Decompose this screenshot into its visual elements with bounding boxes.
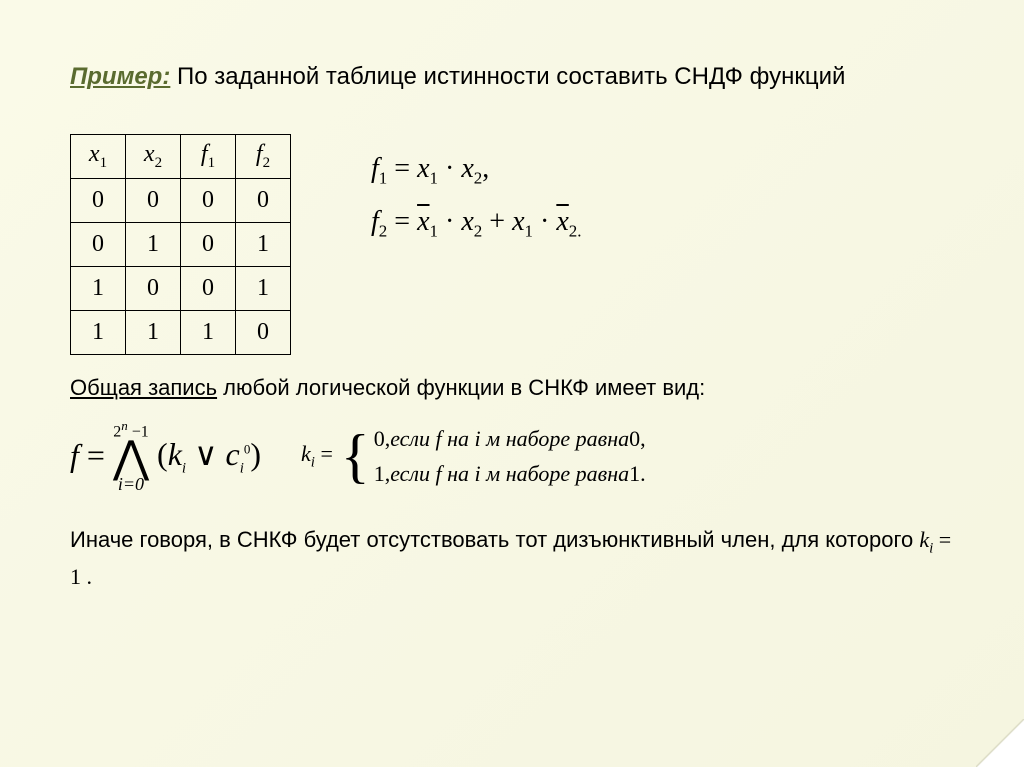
truth-table: x1 x2 f1 f2 0000 0101 1001 1110 xyxy=(70,134,291,355)
col-f1: f1 xyxy=(181,134,236,178)
case-line-1: 1,если f на i м наборе равна1. xyxy=(374,456,646,491)
pknf-underline: Общая запись xyxy=(70,375,217,400)
table-row: 0000 xyxy=(71,178,291,222)
content-row: x1 x2 f1 f2 0000 0101 1001 1110 f1 = x1 … xyxy=(70,134,954,355)
pdnf-formulas: f1 = x1 · x2, f2 = x1 · x2 + x1 · x2. xyxy=(371,134,582,248)
heading-text: По заданной таблице истинности составить… xyxy=(170,63,845,90)
page-corner-fold xyxy=(976,719,1024,767)
heading: Пример: По заданной таблице истинности с… xyxy=(70,60,954,94)
pknf-intro: Общая запись любой логической функции в … xyxy=(70,375,954,401)
col-x1: x1 xyxy=(71,134,126,178)
case-line-0: 0,если f на i м наборе равна0, xyxy=(374,421,646,456)
final-text: Иначе говоря, в СНКФ будет отсутствовать… xyxy=(70,527,919,552)
table-row: 1001 xyxy=(71,266,291,310)
final-paragraph: Иначе говоря, в СНКФ будет отсутствовать… xyxy=(70,523,954,593)
big-wedge: 2n −1 ⋀ i=0 xyxy=(113,419,149,494)
example-label: Пример: xyxy=(70,63,170,90)
table-row: 0101 xyxy=(71,222,291,266)
big-conjunction-formula: f = 2n −1 ⋀ i=0 (ki ∨ ci0) xyxy=(70,419,261,494)
pknf-rest: любой логической функции в СНКФ имеет ви… xyxy=(217,375,705,400)
col-x2: x2 xyxy=(126,134,181,178)
formula-f2: f2 = x1 · x2 + x1 · x2. xyxy=(371,195,582,248)
brace-icon: { xyxy=(341,429,370,483)
pknf-formula-block: f = 2n −1 ⋀ i=0 (ki ∨ ci0) ki = { 0,если… xyxy=(70,419,954,494)
formula-f1: f1 = x1 · x2, xyxy=(371,142,582,195)
table-header-row: x1 x2 f1 f2 xyxy=(71,134,291,178)
table-row: 1110 xyxy=(71,310,291,354)
col-f2: f2 xyxy=(236,134,291,178)
cases-definition: ki = { 0,если f на i м наборе равна0, 1,… xyxy=(301,421,646,491)
